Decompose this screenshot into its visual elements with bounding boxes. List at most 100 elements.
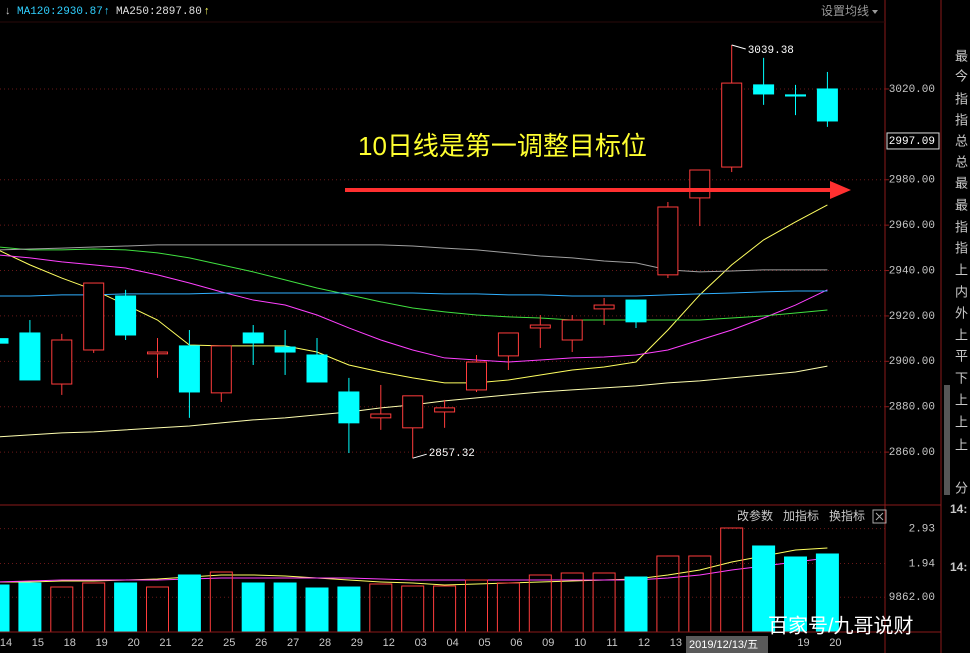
pointer bbox=[412, 453, 427, 459]
low-label: 2857.32 bbox=[429, 448, 475, 460]
candle-body bbox=[0, 338, 9, 344]
ma-line bbox=[0, 290, 828, 297]
y-tick-label: 3020.00 bbox=[889, 84, 935, 96]
side-label: 上 bbox=[955, 262, 968, 277]
x-tick-label: 09 bbox=[542, 637, 554, 649]
volume-bar bbox=[624, 576, 648, 633]
legend-arrow: ↓ bbox=[5, 5, 11, 17]
x-tick-label: 03 bbox=[415, 637, 427, 649]
menu-item[interactable]: 换指标 bbox=[829, 508, 865, 523]
ma-line bbox=[0, 204, 828, 384]
side-label: 最 bbox=[955, 175, 968, 190]
candle-body bbox=[147, 351, 168, 355]
x-tick-label: 05 bbox=[478, 637, 490, 649]
x-tick-label: 25 bbox=[223, 637, 235, 649]
candle-body bbox=[115, 295, 137, 336]
candle-body bbox=[274, 346, 296, 353]
cursor-date-box bbox=[686, 636, 768, 653]
candle-body bbox=[178, 345, 200, 393]
ma-line bbox=[0, 246, 828, 321]
candle-body bbox=[721, 82, 743, 168]
volume-bar bbox=[241, 582, 265, 633]
x-tick-label: 29 bbox=[351, 637, 363, 649]
candle-body bbox=[625, 299, 647, 323]
grid-layer: 3020.00 2980.00 2960.00 2940.00 2920.00 2900.… bbox=[0, 84, 940, 604]
candle-body bbox=[51, 339, 73, 385]
ma-line bbox=[0, 254, 828, 363]
candle-body bbox=[816, 88, 838, 122]
candle-body bbox=[529, 324, 551, 329]
side-label: 下 bbox=[955, 370, 968, 385]
x-tick-label: 10 bbox=[574, 637, 586, 649]
ma-line bbox=[0, 244, 828, 273]
x-tick-label: 19 bbox=[96, 637, 108, 649]
y-tick-label: 2900.00 bbox=[889, 356, 935, 368]
legend-label: MA120:2930.87 bbox=[17, 6, 103, 18]
side-time: 14: bbox=[950, 502, 967, 516]
x-tick-label: 12 bbox=[383, 637, 395, 649]
x-tick-label: 26 bbox=[255, 637, 267, 649]
close-icon[interactable] bbox=[875, 512, 884, 521]
cursor-price: 2997.09 bbox=[889, 136, 935, 148]
volume-bar bbox=[273, 582, 297, 633]
menu-item[interactable]: 改参数 bbox=[737, 508, 773, 523]
side-label: 分 bbox=[955, 480, 968, 495]
volume-bar bbox=[305, 587, 329, 633]
side-label: 指 bbox=[955, 240, 968, 255]
x-tick-label: 04 bbox=[446, 637, 458, 649]
annotation: 10日线是第一调整目标位 bbox=[358, 131, 647, 161]
candle-body bbox=[466, 361, 487, 391]
side-label: 指 bbox=[955, 219, 968, 234]
candle-body bbox=[689, 169, 711, 199]
marks: 14 15 18 19 20 21 22 25 26 27 28 29 12 03 04 05 06 09 10 11… bbox=[0, 44, 842, 649]
side-label: 上 bbox=[955, 392, 968, 407]
menu-item[interactable]: 加指标 bbox=[783, 508, 819, 523]
x-tick-label: 19 bbox=[797, 637, 809, 649]
volume-bar bbox=[177, 574, 201, 633]
x-tick-label: 27 bbox=[287, 637, 299, 649]
y-tick-label: 9862.00 bbox=[889, 592, 935, 604]
x-tick-label: 18 bbox=[64, 637, 76, 649]
x-tick-label: 22 bbox=[191, 637, 203, 649]
volume-bar bbox=[337, 586, 361, 633]
ma-settings[interactable]: 设置均线 bbox=[821, 4, 869, 18]
x-tick-label: 14 bbox=[0, 637, 12, 649]
candle-body bbox=[497, 332, 519, 357]
x-tick-label: 20 bbox=[829, 637, 841, 649]
side-label: 今 bbox=[955, 68, 968, 83]
arrow-head bbox=[830, 181, 851, 199]
candle-body bbox=[306, 354, 328, 383]
volume-bar bbox=[0, 584, 10, 633]
y-tick-label: 1.94 bbox=[909, 558, 936, 570]
side-label: 平 bbox=[955, 348, 968, 363]
legend-arrow: ↑ bbox=[104, 5, 110, 17]
y-tick-label: 2960.00 bbox=[889, 220, 935, 232]
x-tick-label: 06 bbox=[510, 637, 522, 649]
side-label: 外 bbox=[955, 305, 968, 320]
candle-body bbox=[83, 282, 105, 351]
candle-body bbox=[210, 345, 232, 394]
legend-label: MA250:2897.80 bbox=[116, 6, 202, 18]
y-tick-label: 2920.00 bbox=[889, 311, 935, 323]
dropdown-icon[interactable] bbox=[872, 10, 878, 14]
close-button[interactable] bbox=[872, 509, 887, 524]
x-tick-label: 20 bbox=[127, 637, 139, 649]
y-tick-label: 2980.00 bbox=[889, 175, 935, 187]
pointer bbox=[731, 44, 746, 50]
cursor-date: 2019/12/13/五 bbox=[689, 639, 758, 651]
side-label: 总 bbox=[955, 133, 968, 148]
side-label: 上 bbox=[955, 437, 968, 452]
x-tick-label: 15 bbox=[32, 637, 44, 649]
x-tick-label: 21 bbox=[159, 637, 171, 649]
candle-body bbox=[657, 206, 679, 276]
candle-body bbox=[19, 332, 41, 381]
side-label: 上 bbox=[955, 414, 968, 429]
side-label: 指 bbox=[955, 91, 968, 106]
side-label: 最 bbox=[955, 197, 968, 212]
y-tick-label: 2860.00 bbox=[889, 447, 935, 459]
x-tick-label: 13 bbox=[670, 637, 682, 649]
candle-body bbox=[785, 94, 806, 97]
scrollbar[interactable] bbox=[944, 385, 950, 495]
candle-body bbox=[402, 395, 424, 429]
